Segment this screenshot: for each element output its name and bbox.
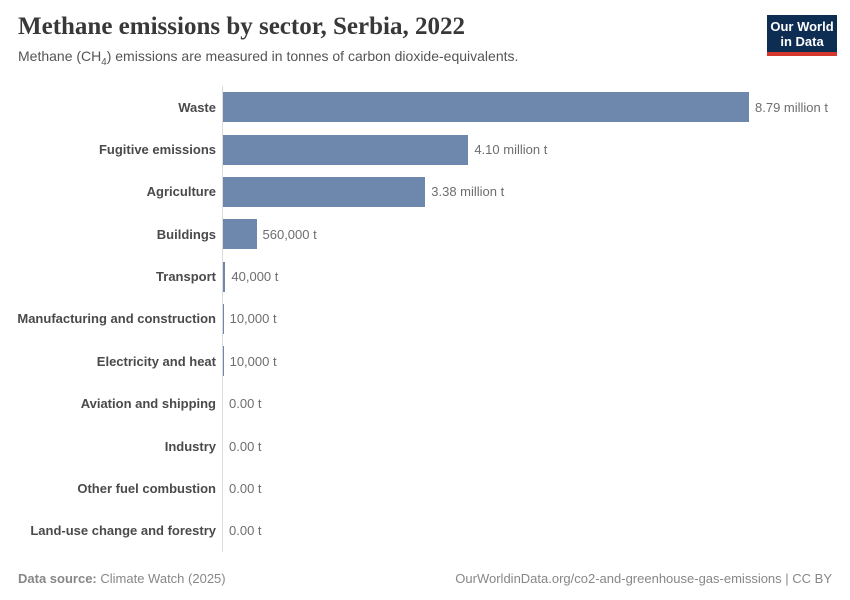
axis-line [222,86,223,552]
bar-row: Manufacturing and construction 10,000 t [0,298,850,340]
bar-row: Electricity and heat 10,000 t [0,340,850,382]
bar-row: Agriculture 3.38 million t [0,171,850,213]
bar-chart: Waste 8.79 million t Fugitive emissions 4.1… [0,86,850,552]
chart-subtitle: Methane (CH4) emissions are measured in … [18,48,518,68]
category-label: Fugitive emissions [98,142,216,158]
bar[interactable] [223,303,224,334]
bar-track: 10,000 t [222,298,850,340]
owid-logo[interactable]: Our World in Data [767,15,837,56]
subtitle-prefix: Methane (CH [18,48,102,64]
value-label: 0.00 t [229,523,262,539]
bar-track: 0.00 t [222,383,850,425]
value-label: 3.38 million t [431,184,505,200]
bar-track: 10,000 t [222,340,850,382]
bar[interactable] [223,261,226,292]
category-label: Transport [156,269,216,285]
category-label: Waste [178,99,216,115]
bar[interactable] [223,346,224,377]
value-label: 560,000 t [262,226,317,242]
bar-track: 40,000 t [222,255,850,297]
bar-row: Fugitive emissions 4.10 million t [0,128,850,170]
category-label: Aviation and shipping [80,396,216,412]
category-label: Land-use change and forestry [30,523,216,539]
data-source[interactable]: Data source: Climate Watch (2025) [18,571,226,586]
category-label: Buildings [156,226,216,242]
bar-track: 8.79 million t [222,86,850,128]
bar[interactable] [223,134,469,165]
category-label: Electricity and heat [96,353,216,369]
value-label: 10,000 t [229,311,277,327]
data-source-label: Data source: [18,571,97,586]
bar-track: 560,000 t [222,213,850,255]
data-source-value: Climate Watch (2025) [100,571,226,586]
bar-row: Land-use change and forestry 0.00 t [0,510,850,552]
bar[interactable] [223,176,426,207]
bar[interactable] [223,219,257,250]
bar-track: 0.00 t [222,510,850,552]
subtitle-suffix: ) emissions are measured in tonnes of ca… [106,48,519,64]
bar-rows: Waste 8.79 million t Fugitive emissions 4.1… [0,86,850,552]
subtitle-subscript: 4 [101,56,107,68]
category-label: Other fuel combustion [77,480,216,496]
bar-track: 0.00 t [222,425,850,467]
owid-logo-line2: in Data [780,34,824,49]
bar-row: Industry 0.00 t [0,425,850,467]
owid-logo-line1: Our World [770,19,834,34]
value-label: 0.00 t [229,480,262,496]
bar-track: 3.38 million t [222,171,850,213]
value-label: 8.79 million t [755,99,828,115]
bar-track: 4.10 million t [222,128,850,170]
bar-row: Waste 8.79 million t [0,86,850,128]
value-label: 40,000 t [231,269,279,285]
value-label: 0.00 t [229,396,262,412]
chart-footer: Data source: Climate Watch (2025) OurWor… [18,571,832,586]
bar-row: Buildings 560,000 t [0,213,850,255]
bar-row: Transport 40,000 t [0,255,850,297]
chart-header: Methane emissions by sector, Serbia, 202… [18,13,518,68]
bar[interactable] [223,92,749,123]
category-label: Agriculture [146,184,216,200]
value-label: 0.00 t [229,438,262,454]
bar-row: Aviation and shipping 0.00 t [0,383,850,425]
category-label: Manufacturing and construction [17,311,216,327]
page-title: Methane emissions by sector, Serbia, 202… [18,13,465,40]
bar-row: Other fuel combustion 0.00 t [0,467,850,509]
bar-track: 0.00 t [222,467,850,509]
value-label: 10,000 t [229,353,277,369]
category-label: Industry [164,438,216,454]
value-label: 4.10 million t [474,142,548,158]
footer-credit-link[interactable]: OurWorldinData.org/co2-and-greenhouse-ga… [455,571,832,586]
